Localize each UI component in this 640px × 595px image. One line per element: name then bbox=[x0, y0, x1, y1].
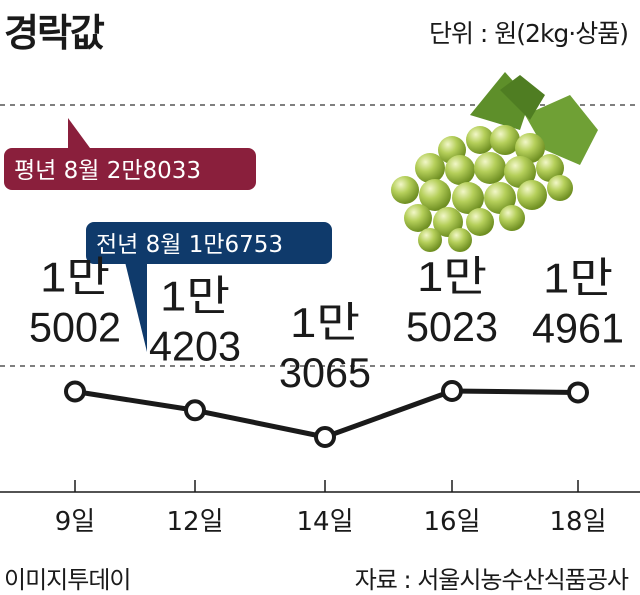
data-label: 1만 bbox=[40, 253, 110, 300]
x-tick-label: 16일 bbox=[423, 507, 480, 537]
unit-label: 단위 : 원(2kg·상품) bbox=[428, 19, 629, 48]
data-label: 4203 bbox=[149, 322, 241, 369]
data-label: 1만 bbox=[290, 299, 360, 346]
data-point bbox=[441, 380, 463, 402]
data-label: 1만 bbox=[160, 272, 230, 319]
last-year-callout-text: 전년 8월 1만6753 bbox=[96, 232, 283, 258]
image-credit: 이미지투데이 bbox=[4, 566, 131, 594]
chart-title: 경락값 bbox=[4, 11, 105, 55]
data-point bbox=[64, 380, 86, 403]
x-tick-label: 14일 bbox=[296, 507, 353, 537]
data-point bbox=[314, 426, 336, 448]
grapes-image bbox=[391, 72, 598, 252]
data-label: 4961 bbox=[532, 304, 624, 351]
data-label: 3065 bbox=[279, 349, 371, 396]
data-point bbox=[567, 381, 589, 404]
x-tick-label: 12일 bbox=[166, 507, 223, 537]
data-label: 1만 bbox=[543, 254, 613, 301]
x-tick-label: 9일 bbox=[55, 507, 95, 537]
source-note: 자료 : 서울시농수산식품공사 bbox=[354, 566, 629, 594]
x-tick-label: 18일 bbox=[549, 507, 606, 537]
normal-year-callout-text: 평년 8월 2만8033 bbox=[14, 158, 201, 184]
data-point bbox=[184, 399, 206, 422]
data-label: 1만 bbox=[417, 253, 487, 300]
data-label: 5023 bbox=[406, 303, 498, 350]
last-year-callout: 전년 8월 1만6753 bbox=[86, 222, 332, 352]
normal-year-callout: 평년 8월 2만8033 bbox=[4, 118, 256, 190]
data-label: 5002 bbox=[29, 303, 121, 350]
